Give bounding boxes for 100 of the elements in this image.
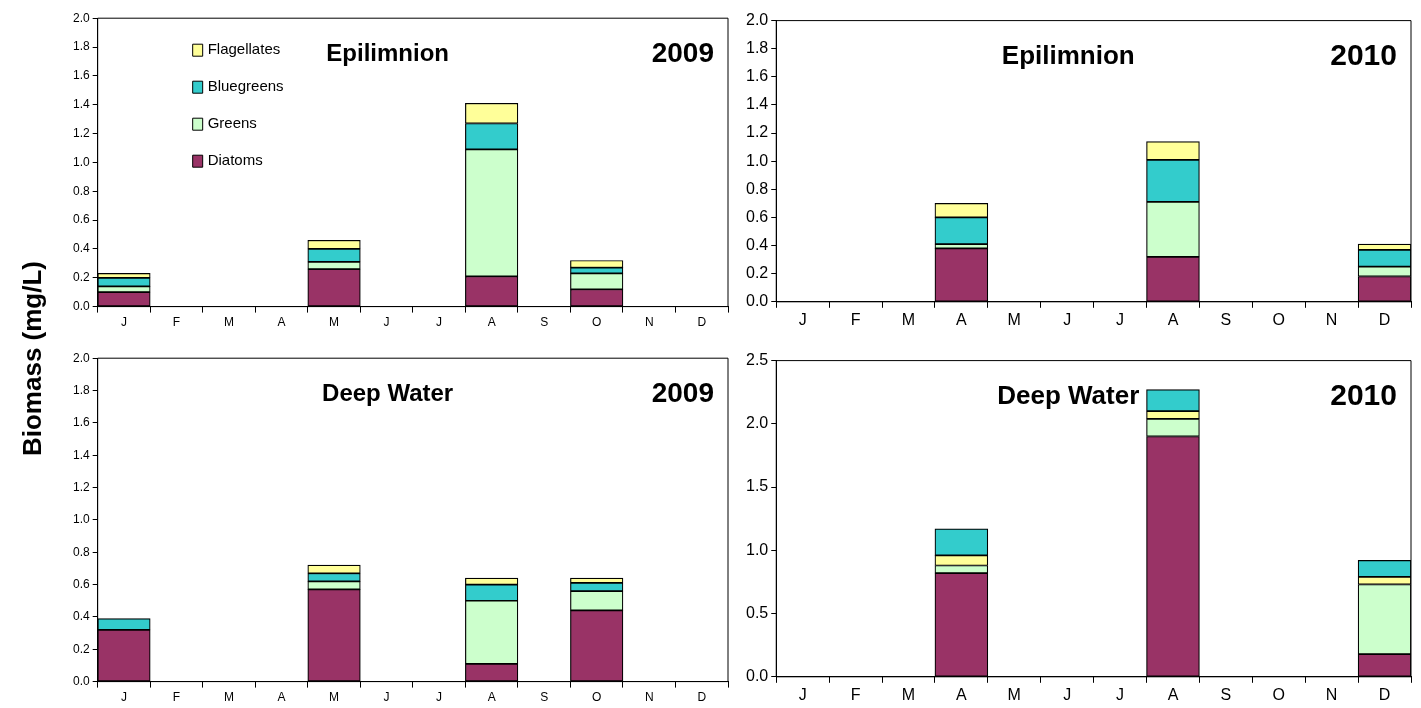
x-tick-label: A (487, 315, 496, 330)
text: Deep Water (997, 379, 1140, 410)
y-tick-label: 1.8 (72, 39, 90, 54)
y-tick-label: 1.4 (72, 97, 90, 112)
x-tick-label: F (172, 690, 181, 705)
y-tick-label: 0.5 (745, 603, 769, 621)
y-tick-label: 1.0 (745, 151, 769, 169)
y-tick-label: 1.6 (745, 67, 769, 85)
y-tick-label: 1.0 (72, 154, 90, 169)
text: 2009 (651, 36, 714, 68)
legend-label: Flagellates (207, 40, 281, 58)
x-tick-label: S (540, 315, 549, 330)
x-tick-label: J (1063, 310, 1072, 328)
x-tick-label: M (224, 690, 234, 705)
x-tick-label: J (798, 685, 807, 703)
x-tick-label: M (901, 685, 916, 703)
y-tick-label: 0.4 (72, 609, 90, 624)
x-tick-label: M (901, 310, 916, 328)
y-tick-label: 0.0 (72, 298, 90, 313)
x-tick-label: F (850, 310, 861, 328)
y-tick-label: 1.0 (72, 512, 90, 527)
x-tick-label: F (850, 685, 861, 703)
x-tick-label: S (1220, 685, 1232, 703)
y-tick-label: 1.4 (72, 447, 90, 462)
text: 2010 (1330, 37, 1397, 71)
x-tick-label: D (697, 315, 707, 330)
y-tick-label: 1.8 (745, 39, 769, 57)
y-tick-label: 1.2 (745, 123, 769, 141)
x-tick-label: A (277, 690, 286, 705)
y-tick-label: 0.4 (72, 241, 90, 256)
x-tick-label: F (172, 315, 181, 330)
x-tick-label: J (120, 315, 127, 330)
y-tick-label: 0.8 (745, 179, 769, 197)
text: Epilimnion (1001, 39, 1135, 70)
y-tick-label: 1.8 (72, 382, 90, 397)
y-tick-label: 0.2 (745, 264, 769, 282)
x-tick-label: M (1007, 685, 1021, 703)
y-tick-label: 0.2 (72, 641, 90, 656)
x-tick-label: J (383, 315, 390, 330)
x-tick-label: J (383, 690, 390, 705)
x-tick-label: O (592, 690, 602, 705)
x-tick-label: O (1272, 310, 1285, 328)
x-tick-label: J (1063, 685, 1072, 703)
y-tick-label: 0.6 (745, 207, 769, 225)
x-tick-label: A (487, 690, 496, 705)
x-tick-label: J (436, 315, 443, 330)
y-tick-label: 1.6 (72, 415, 90, 430)
y-tick-label: 0.0 (745, 667, 769, 685)
x-tick-label: M (329, 690, 340, 705)
x-tick-label: M (224, 315, 234, 330)
y-tick-label: 2.0 (72, 10, 90, 25)
x-tick-label: A (1167, 685, 1179, 703)
x-tick-label: O (1272, 685, 1285, 703)
x-tick-label: J (120, 690, 127, 705)
x-tick-label: D (697, 690, 707, 705)
text: 2009 (651, 376, 714, 408)
x-tick-label: S (540, 690, 549, 705)
text: Deep Water (322, 378, 454, 406)
y-tick-label: 2.5 (745, 351, 769, 369)
y-tick-label: 1.5 (745, 477, 769, 495)
y-tick-label: 2.0 (745, 414, 769, 432)
x-tick-label: M (329, 315, 340, 330)
x-tick-label: J (1116, 310, 1125, 328)
y-tick-label: 1.6 (72, 68, 90, 83)
y-tick-label: 0.0 (745, 292, 769, 310)
y-tick-label: 2.0 (72, 350, 90, 365)
y-tick-label: 0.2 (72, 270, 90, 285)
y-tick-label: 0.8 (72, 183, 90, 198)
x-tick-label: N (1325, 685, 1338, 703)
x-tick-label: D (1378, 685, 1391, 703)
x-tick-label: N (644, 315, 654, 330)
y-tick-label: 1.4 (745, 95, 769, 113)
text: Epilimnion (326, 38, 449, 66)
y-tick-label: 0.4 (745, 235, 769, 253)
text: 2010 (1330, 377, 1397, 411)
y-tick-label: 0.6 (72, 212, 90, 227)
y-tick-label: 2.0 (745, 11, 769, 29)
x-tick-label: D (1378, 310, 1391, 328)
y-tick-label: 1.0 (745, 540, 769, 558)
x-tick-label: A (956, 310, 968, 328)
x-tick-label: N (644, 690, 654, 705)
legend-label: Bluegreens (207, 77, 284, 95)
legend-label: Diatoms (207, 151, 263, 169)
y-axis-title: Biomass (mg/L) (17, 260, 49, 456)
y-tick-label: 1.2 (72, 479, 90, 494)
x-tick-label: J (1116, 685, 1125, 703)
y-tick-label: 0.0 (72, 673, 90, 688)
y-tick-label: 0.6 (72, 576, 90, 591)
x-tick-label: N (1325, 310, 1338, 328)
y-tick-label: 1.2 (72, 125, 90, 140)
x-tick-label: J (798, 310, 807, 328)
x-tick-label: A (956, 685, 968, 703)
x-tick-label: O (592, 315, 602, 330)
x-tick-label: A (1167, 310, 1179, 328)
x-tick-label: A (277, 315, 286, 330)
y-tick-label: 0.8 (72, 544, 90, 559)
x-tick-label: M (1007, 310, 1021, 328)
legend-label: Greens (207, 114, 257, 132)
x-tick-label: J (436, 690, 443, 705)
x-tick-label: S (1220, 310, 1232, 328)
